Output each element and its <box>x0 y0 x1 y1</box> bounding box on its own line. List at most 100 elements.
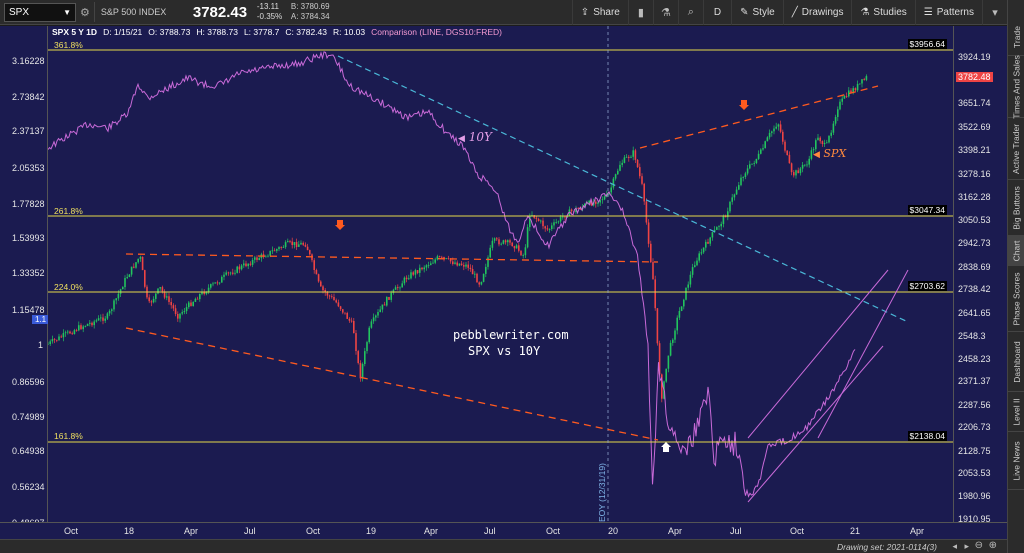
candle-body <box>188 302 190 308</box>
symbol-input[interactable]: SPX ▼ <box>4 2 76 22</box>
right-axis-label: 1980.96 <box>958 491 991 501</box>
candle-body <box>768 132 771 138</box>
candle-body <box>163 291 166 298</box>
candle-body <box>397 287 399 288</box>
candle-body <box>687 284 689 288</box>
bookmark-button[interactable]: ▮ <box>627 0 653 25</box>
time-axis[interactable]: Oct 18 Apr Jul Oct 19 Apr Jul Oct 20 Apr Jul Oct 21 Ap… <box>0 522 1007 539</box>
candle-body <box>427 265 430 266</box>
sidebar-tab-times-and-sales[interactable]: Times And Sales <box>1008 55 1024 118</box>
left-axis-label: 0.86596 <box>12 377 45 387</box>
sidebar-tab-label: Dashboard <box>1011 340 1022 383</box>
interval-button[interactable]: D <box>702 0 731 25</box>
candle-body <box>155 293 157 299</box>
candle-body <box>485 266 487 274</box>
candle-body <box>161 287 164 292</box>
candle-body <box>152 298 155 303</box>
patterns-button[interactable]: ☰ Patterns <box>914 0 982 25</box>
bookmark-icon: ▮ <box>637 6 644 19</box>
candle-body <box>529 216 531 228</box>
chevron-down-icon: ▾ <box>992 6 998 19</box>
chart-canvas[interactable]: pebblewriter.com SPX vs 10Y ◀ 10Y ◀ SPX … <box>48 26 953 522</box>
sidebar-tab-live-news[interactable]: Live News <box>1008 432 1024 490</box>
chevron-down-icon[interactable]: ▼ <box>63 7 71 17</box>
fib-label-361: 361.8% <box>54 40 83 50</box>
sidebar-tab-chart[interactable]: Chart <box>1008 236 1024 266</box>
watermark-subtitle: SPX vs 10Y <box>468 344 541 358</box>
candle-body <box>658 343 661 375</box>
flask-button[interactable]: ⚗ <box>652 0 678 25</box>
candle-body <box>537 218 540 221</box>
chevron-right-icon[interactable]: ▸ <box>964 541 969 551</box>
candle-body <box>762 148 764 150</box>
candle-body <box>49 341 51 344</box>
x-axis-label: Apr <box>184 526 199 536</box>
sidebar-tab-dashboard[interactable]: Dashboard <box>1008 332 1024 392</box>
candle-body <box>474 273 476 275</box>
candle-body <box>467 264 469 268</box>
sidebar-tab-phase-scores[interactable]: Phase Scores <box>1008 266 1024 332</box>
sidebar-tab-big-buttons[interactable]: Big Buttons <box>1008 180 1024 236</box>
candle-body <box>401 283 403 288</box>
magnifier-icon: ⌕ <box>687 5 694 18</box>
candle-body <box>518 245 520 251</box>
candle-body <box>823 143 826 145</box>
chevron-left-icon[interactable]: ◂ <box>952 541 957 551</box>
candle-body <box>766 137 769 142</box>
candle-body <box>595 201 597 204</box>
style-button[interactable]: ✎ Style <box>731 0 783 25</box>
more-button[interactable]: ▾ <box>982 0 1007 25</box>
candle-body <box>801 164 804 169</box>
candle-body <box>808 158 810 165</box>
x-axis-label: Oct <box>790 526 805 536</box>
right-axis[interactable]: 3924.19 3651.74 3522.69 3398.21 3278.16 3162.… <box>953 26 1007 524</box>
fib-value-224: $2703.62 <box>907 281 947 291</box>
candle-body <box>597 202 599 204</box>
candle-body <box>366 342 368 351</box>
candle-body <box>97 318 100 321</box>
share-button[interactable]: ⇪ Share <box>571 0 628 25</box>
candle-body <box>276 249 278 251</box>
candle-body <box>62 333 65 338</box>
candle-body <box>601 199 604 201</box>
candle-body <box>630 156 632 158</box>
zoom-in-icon[interactable]: ⊕ <box>988 540 997 551</box>
price-change: -13.11 -0.35% <box>257 2 291 22</box>
candle-body <box>381 304 384 310</box>
candle-body <box>639 167 641 177</box>
trend-cyan <box>337 55 909 323</box>
sidebar-tab-level-ii[interactable]: Level II <box>1008 392 1024 432</box>
price-chart[interactable] <box>48 26 953 522</box>
candle-body <box>159 287 161 289</box>
candle-body <box>634 150 637 160</box>
studies-button[interactable]: ⚗ Studies <box>851 0 914 25</box>
candle-body <box>177 314 179 319</box>
candle-body <box>102 317 104 321</box>
right-sidebar: Trade Times And Sales Active Trader Big But… <box>1007 0 1024 553</box>
sidebar-tab-active-trader[interactable]: Active Trader <box>1008 118 1024 180</box>
candle-body <box>471 269 474 275</box>
zoom-button[interactable]: ⌕ <box>677 0 703 25</box>
candle-body <box>298 244 300 247</box>
candle-body <box>779 124 782 132</box>
drawings-button[interactable]: ╱ Drawings <box>782 0 852 25</box>
candle-body <box>236 266 238 273</box>
bid-ask: B: 3780.69 A: 3784.34 <box>291 2 343 22</box>
style-label: Style <box>752 6 775 18</box>
fib-value-261: $3047.34 <box>907 205 947 215</box>
comparison-legend[interactable]: Comparison (LINE, DGS10:FRED) <box>371 27 502 37</box>
candle-body <box>93 321 95 326</box>
candle-body <box>48 343 49 345</box>
candle-body <box>647 222 650 244</box>
candle-body <box>522 255 524 256</box>
candle-body <box>69 331 71 334</box>
candle-body <box>170 302 172 306</box>
zoom-out-icon[interactable]: ⊖ <box>974 540 983 551</box>
left-axis[interactable]: 3.16228 2.73842 2.37137 2.05353 1.77828 1.539… <box>0 26 50 528</box>
candle-body <box>524 247 527 256</box>
gear-icon[interactable]: ⚙ <box>80 6 90 19</box>
candle-body <box>790 163 793 173</box>
candle-body <box>234 272 236 274</box>
left-axis-marker: 1.1 <box>32 315 50 324</box>
sidebar-tab-trade[interactable]: Trade <box>1008 18 1024 56</box>
